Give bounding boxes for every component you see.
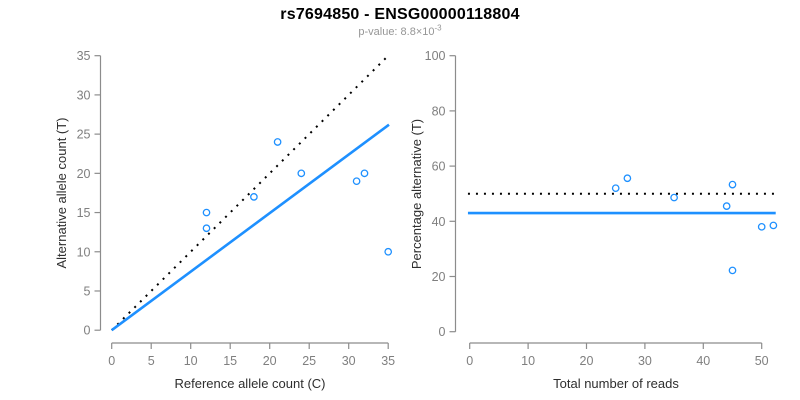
y-tick-label: 10 [77,245,91,259]
data-point [728,180,737,189]
y-tick-label: 25 [77,128,91,142]
data-point [611,184,620,193]
data-point [757,222,766,231]
plot-subtitle: p-value: 8.8×10-3 [0,23,800,38]
plot-title: rs7694850 - ENSG00000118804 [280,6,520,23]
x-tick-label: 15 [223,354,237,368]
y-tick-label: 5 [84,284,91,298]
x-tick-label: 20 [263,354,277,368]
data-point [273,138,282,146]
left-x-axis-title: Reference allele count (C) [174,376,325,391]
y-tick-label: 35 [77,49,91,63]
right-scatter-chart: Total number of reads Percentage alterna… [409,49,778,391]
x-tick-label: 10 [521,354,535,368]
left-y-axis-title: Alternative allele count (T) [54,117,69,268]
y-tick-label: 15 [77,206,91,220]
data-point [769,221,778,230]
data-point [623,174,632,183]
y-tick-label: 80 [432,104,446,118]
data-point [722,202,731,210]
data-point [670,193,678,202]
y-tick-label: 20 [77,167,91,181]
x-tick-label: 40 [696,354,710,368]
data-point [202,224,211,233]
y-tick-label: 0 [439,325,446,339]
regression-line [110,123,390,332]
x-tick-label: 5 [148,354,155,368]
identity-line [110,53,391,331]
right-y-axis-title: Percentage alternative (T) [409,119,424,269]
x-tick-label: 25 [302,354,316,368]
x-tick-label: 10 [184,354,198,368]
p-value-text: p-value: 8.8×10 [358,26,435,38]
x-tick-label: 20 [580,354,594,368]
p-value-exponent: -3 [434,23,442,33]
x-tick-label: 0 [466,354,473,368]
data-point [250,193,258,201]
y-tick-label: 100 [425,49,446,63]
y-tick-label: 30 [77,88,91,102]
data-point [202,208,211,217]
data-point [360,169,369,178]
x-tick-label: 30 [342,354,356,368]
x-tick-label: 35 [381,354,395,368]
data-point [728,266,737,275]
y-tick-label: 0 [84,324,91,338]
data-point [352,177,361,186]
y-tick-label: 60 [432,160,446,174]
x-tick-label: 50 [755,354,769,368]
y-tick-label: 20 [432,270,446,284]
x-tick-label: 0 [108,354,115,368]
data-point [297,169,306,178]
left-scatter-chart: Reference allele count (C) Alternative a… [54,49,395,391]
y-tick-label: 40 [432,215,446,229]
right-x-axis-title: Total number of reads [553,376,679,391]
x-tick-label: 30 [638,354,652,368]
data-point [384,247,393,256]
